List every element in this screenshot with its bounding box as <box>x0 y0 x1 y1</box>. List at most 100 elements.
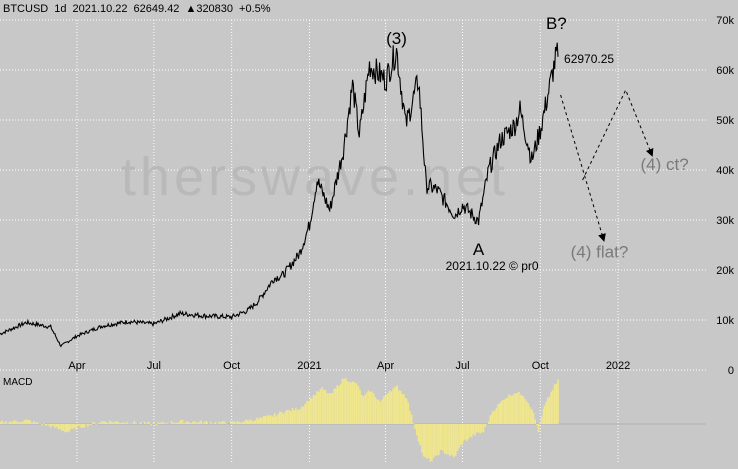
macd-bar <box>112 422 115 424</box>
macd-bar <box>503 399 506 424</box>
macd-bar <box>353 382 355 424</box>
macd-bar <box>243 421 246 424</box>
macd-bar <box>477 424 480 433</box>
macd-bar <box>345 377 347 424</box>
y-tick-label: 0 <box>728 365 734 377</box>
macd-bar <box>221 420 224 424</box>
macd-bar <box>361 395 363 424</box>
macd-bar <box>271 416 273 424</box>
macd-bar <box>97 423 99 424</box>
change-percent: +0.5% <box>239 3 271 15</box>
price-series <box>0 42 559 348</box>
macd-bar <box>223 421 225 424</box>
macd-bar <box>319 389 322 424</box>
macd-bar <box>140 422 142 424</box>
macd-bar <box>64 424 66 433</box>
macd-bar <box>506 397 509 424</box>
macd-bar <box>88 424 91 425</box>
x-axis: Apr Jul Oct 2021 Apr Jul Oct 2022 <box>68 360 630 372</box>
macd-bar <box>467 424 470 440</box>
macd-bar <box>224 422 227 424</box>
macd-bar <box>277 414 279 424</box>
y-tick-label: 20k <box>716 265 734 277</box>
macd-bar <box>62 424 65 431</box>
macd-bar <box>10 421 12 424</box>
macd-bar <box>350 382 352 424</box>
macd-bar <box>68 424 71 432</box>
x-tick-label: Oct <box>223 360 240 372</box>
macd-bar <box>117 421 120 424</box>
macd-bar <box>550 391 552 424</box>
macd-bar <box>110 421 113 424</box>
macd-bar <box>302 406 305 424</box>
projection-lines <box>560 88 654 242</box>
macd-bar <box>422 424 425 457</box>
macd-bar <box>130 423 132 424</box>
macd-bar <box>20 422 22 424</box>
macd-bar <box>470 424 473 438</box>
macd-bar <box>520 394 522 424</box>
macd-bar <box>36 422 38 424</box>
macd-bar <box>334 388 337 424</box>
macd-bar <box>452 424 454 457</box>
macd-bar <box>80 424 82 428</box>
macd-bar <box>442 424 444 451</box>
macd-bar <box>403 394 405 424</box>
annotations: (3) A B? 62970.25 2021.10.22 © pr0 (4) flat? (… <box>386 14 689 273</box>
macd-bar <box>429 424 432 462</box>
macd-bar <box>209 421 212 424</box>
macd-bar <box>203 421 206 424</box>
macd-bar <box>48 424 50 426</box>
macd-bar <box>493 410 496 424</box>
macd-bar <box>306 400 308 424</box>
macd-bar <box>186 421 189 424</box>
macd-bar <box>509 395 512 424</box>
projection-ct <box>582 88 654 181</box>
macd-bar <box>410 414 413 424</box>
macd-bar <box>374 397 377 424</box>
macd-bar <box>543 405 546 424</box>
macd-bar <box>513 393 515 424</box>
macd-bar <box>372 393 375 424</box>
macd-bar <box>160 422 163 424</box>
last-price: 62649.42 <box>133 3 180 15</box>
macd-bar <box>202 423 204 424</box>
macd-bar <box>122 422 125 424</box>
macd-bar <box>236 421 239 424</box>
macd-bar <box>487 421 490 424</box>
macd-bar <box>57 424 60 430</box>
macd-bar <box>351 381 354 424</box>
macd-bar <box>197 423 199 424</box>
macd-bar <box>41 424 43 426</box>
macd-bar <box>254 420 257 424</box>
y-tick-label: 60k <box>716 65 734 77</box>
macd-bar <box>527 403 530 424</box>
annotation-label: A <box>473 240 485 259</box>
macd-bar <box>421 424 423 453</box>
macd-bar <box>522 396 525 424</box>
macd-bar <box>185 421 187 424</box>
macd-bar <box>266 415 268 424</box>
macd-bar <box>22 421 24 424</box>
macd-bar <box>464 424 466 440</box>
macd-bar <box>283 413 285 424</box>
macd-bar <box>54 424 56 429</box>
macd-bar <box>181 419 184 424</box>
macd-bar <box>362 396 365 424</box>
macd-bar <box>3 423 5 424</box>
macd-bar <box>233 421 235 424</box>
macd-bar <box>377 399 380 424</box>
macd-bar <box>23 420 26 424</box>
macd-bar <box>552 389 554 424</box>
macd-bar <box>338 386 340 424</box>
macd-bar <box>381 399 383 424</box>
macd-bar <box>50 424 53 426</box>
macd-bar <box>259 417 262 424</box>
macd-bar <box>114 421 116 424</box>
macd-bar <box>384 395 387 424</box>
macd-bar <box>504 398 507 424</box>
macd-bar <box>180 419 182 424</box>
macd-bar <box>371 391 373 424</box>
macd-bar <box>179 421 181 424</box>
